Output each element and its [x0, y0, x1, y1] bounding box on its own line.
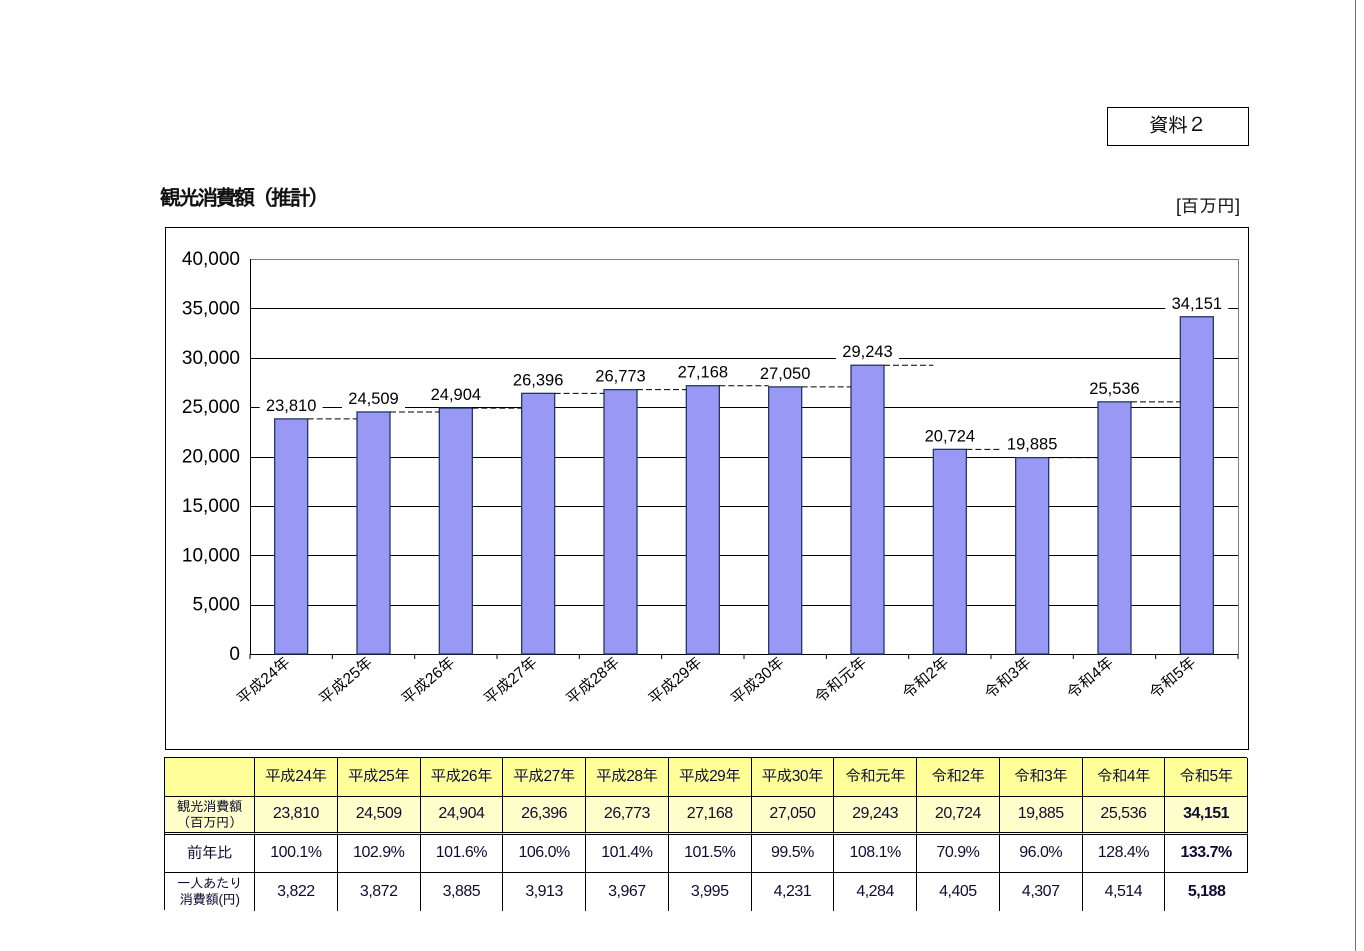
svg-text:令和5年: 令和5年: [1146, 654, 1199, 702]
svg-text:令和4年: 令和4年: [1064, 654, 1117, 702]
svg-text:27,050: 27,050: [760, 365, 810, 383]
svg-text:24,904: 24,904: [431, 386, 481, 404]
svg-text:平成25年: 平成25年: [316, 654, 376, 708]
svg-text:平成29年: 平成29年: [646, 654, 706, 708]
svg-text:平成26年: 平成26年: [399, 654, 459, 708]
svg-text:26,773: 26,773: [595, 368, 645, 386]
svg-text:令和3年: 令和3年: [982, 654, 1035, 702]
svg-text:30,000: 30,000: [182, 348, 240, 369]
svg-text:20,724: 20,724: [925, 427, 975, 445]
svg-text:23,810: 23,810: [266, 397, 316, 415]
svg-text:令和2年: 令和2年: [899, 654, 952, 702]
svg-text:20,000: 20,000: [182, 447, 240, 468]
svg-text:15,000: 15,000: [182, 496, 240, 517]
svg-text:令和元年: 令和元年: [812, 654, 870, 707]
svg-text:40,000: 40,000: [182, 249, 240, 270]
svg-text:19,885: 19,885: [1007, 436, 1057, 454]
svg-text:25,536: 25,536: [1089, 380, 1139, 398]
svg-text:27,168: 27,168: [678, 364, 728, 382]
svg-text:25,000: 25,000: [182, 397, 240, 418]
svg-text:平成30年: 平成30年: [728, 654, 788, 708]
svg-text:10,000: 10,000: [182, 545, 240, 566]
svg-text:平成27年: 平成27年: [481, 654, 541, 708]
svg-text:5,000: 5,000: [192, 595, 240, 616]
svg-text:26,396: 26,396: [513, 371, 563, 389]
svg-text:29,243: 29,243: [842, 343, 892, 361]
svg-text:24,509: 24,509: [348, 390, 398, 408]
svg-text:平成24年: 平成24年: [234, 654, 294, 708]
svg-text:0: 0: [229, 644, 240, 665]
svg-text:34,151: 34,151: [1172, 295, 1222, 313]
svg-text:平成28年: 平成28年: [563, 654, 623, 708]
svg-text:35,000: 35,000: [182, 298, 240, 319]
